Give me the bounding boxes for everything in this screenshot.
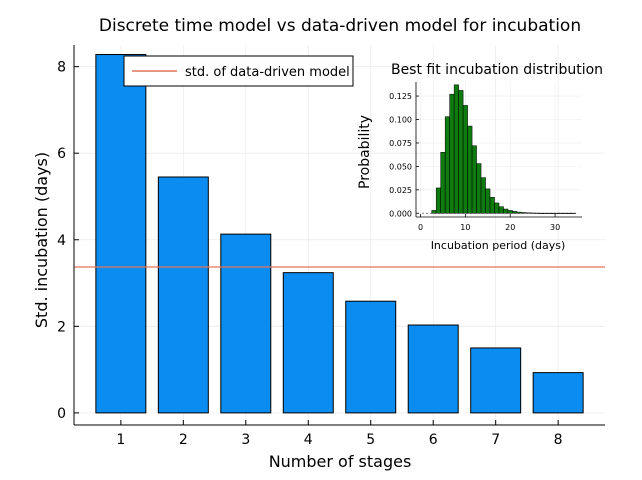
- inset-y-ticks: 0.000 0.025 0.050 0.075 0.100 0.125: [389, 92, 412, 218]
- inset-axes: [415, 82, 582, 218]
- inset-y-axis-label: Probability: [357, 115, 373, 189]
- main-x-ticks: 1 2 3 4 5 6 7 8: [116, 432, 562, 448]
- inset-bar-19: [503, 208, 509, 214]
- inset-bar-15: [485, 188, 491, 214]
- inset-y-tick-label: 0.075: [389, 139, 412, 148]
- x-tick-label: 8: [554, 432, 563, 448]
- main-y-ticks: 0 2 4 6 8: [57, 60, 66, 422]
- y-tick-label: 4: [57, 233, 66, 249]
- y-tick-label: 2: [57, 319, 66, 335]
- inset-bar-5: [440, 152, 446, 214]
- inset-bar-12: [471, 145, 477, 214]
- x-axis-label: Number of stages: [269, 452, 412, 471]
- inset-y-tick-label: 0.000: [389, 209, 412, 218]
- inset-y-tick-label: 0.125: [389, 92, 412, 101]
- bar-stage-2: [157, 176, 209, 414]
- inset-bar-6: [444, 116, 450, 214]
- inset-bar-17: [494, 202, 500, 214]
- x-tick-label: 3: [241, 432, 250, 448]
- main-bars: [95, 54, 584, 414]
- x-tick-label: 6: [429, 432, 438, 448]
- bar-stage-4: [282, 272, 334, 414]
- inset-x-tick-label: 30: [550, 223, 560, 232]
- y-axis-label: Std. incubation (days): [32, 152, 51, 328]
- main-title: Discrete time model vs data-driven model…: [99, 16, 581, 36]
- inset-bar-8: [453, 84, 459, 214]
- inset-bar-13: [476, 163, 482, 214]
- inset-bar-7: [449, 93, 455, 214]
- inset-x-ticks: 0 10 20 30: [418, 223, 560, 232]
- inset-x-tick-label: 10: [460, 223, 470, 232]
- main-grid: [74, 45, 605, 425]
- x-tick-label: 4: [304, 432, 313, 448]
- y-tick-label: 8: [57, 60, 66, 76]
- inset-x-axis-label: Incubation period (days): [431, 239, 566, 252]
- inset-bar-10: [462, 105, 468, 214]
- inset-x-tick-label: 0: [418, 223, 423, 232]
- x-tick-label: 5: [366, 432, 375, 448]
- x-tick-label: 7: [491, 432, 500, 448]
- bar-stage-7: [470, 347, 522, 414]
- x-tick-label: 1: [116, 432, 125, 448]
- inset-y-tick-label: 0.050: [389, 162, 412, 171]
- inset-bar-4: [435, 187, 441, 214]
- inset-bar-22: [516, 211, 522, 214]
- x-tick-label: 2: [179, 432, 188, 448]
- inset-bars: [431, 84, 576, 214]
- legend: std. of data-driven model: [123, 55, 354, 87]
- inset-bar-18: [498, 206, 504, 214]
- bar-stage-8: [532, 372, 584, 414]
- inset-title: Best fit incubation distribution: [391, 62, 603, 78]
- inset-bar-23: [521, 212, 527, 214]
- main-axes: [73, 45, 605, 426]
- inset-bar-21: [512, 211, 518, 214]
- inset-bar-16: [489, 197, 495, 214]
- inset-bar-11: [467, 125, 473, 214]
- inset-bar-20: [507, 210, 513, 214]
- bar-stage-3: [220, 233, 272, 414]
- inset-chart: Best fit incubation distribution 0 10 20 30…: [357, 62, 603, 252]
- bar-stage-6: [407, 324, 459, 414]
- y-tick-label: 6: [57, 146, 66, 162]
- bar-stage-1: [95, 54, 147, 414]
- bar-stage-5: [345, 300, 397, 414]
- inset-bar-14: [480, 177, 486, 214]
- inset-y-tick-label: 0.025: [389, 186, 412, 195]
- legend-label: std. of data-driven model: [185, 65, 350, 80]
- inset-bar-3: [431, 210, 437, 214]
- inset-bar-9: [458, 90, 464, 214]
- inset-x-tick-label: 20: [505, 223, 515, 232]
- y-tick-label: 0: [57, 406, 66, 422]
- inset-y-tick-label: 0.100: [389, 116, 412, 125]
